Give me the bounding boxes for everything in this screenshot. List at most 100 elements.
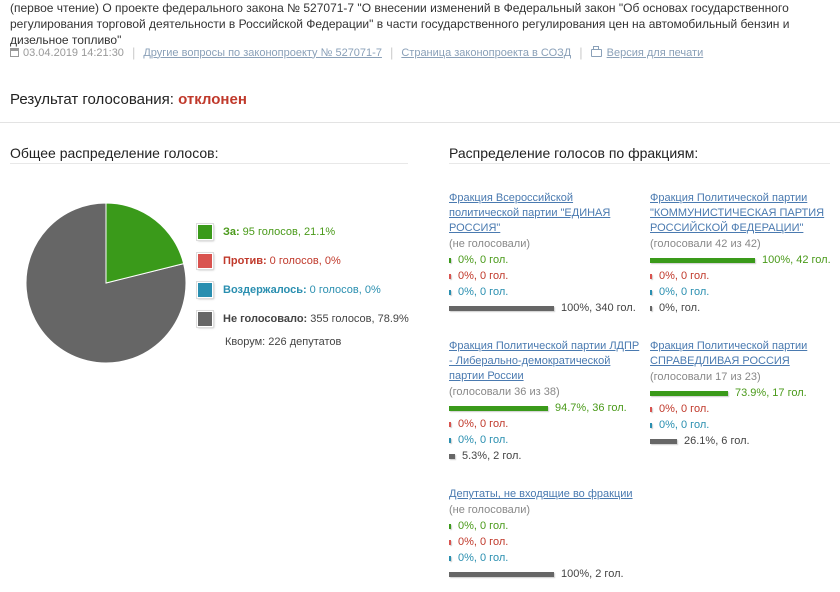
other-questions-link[interactable]: Другие вопросы по законопроекту № 527071… (143, 46, 382, 59)
separator: | (579, 45, 583, 60)
vote-bar (650, 305, 652, 311)
vote-bar (449, 305, 554, 311)
quorum-text: Кворум: 226 депутатов (225, 336, 342, 348)
vote-bar (449, 273, 451, 279)
bill-title: (первое чтение) О проекте федерального з… (10, 1, 790, 47)
vote-bar (449, 257, 451, 263)
faction-vote-status: (голосовали 17 из 23) (650, 371, 761, 383)
overall-legend: За: 95 голосов, 21.1% Против: 0 голосов,… (196, 217, 409, 333)
overall-title: Общее распределение голосов: (10, 145, 219, 161)
printer-icon[interactable] (590, 45, 602, 57)
vote-bar-text: 0%, 0 гол. (659, 419, 710, 431)
legend-text: 0 голосов, 0% (309, 283, 381, 296)
vote-bar-text: 0%, 0 гол. (659, 403, 710, 415)
vote-bar-text: 0%, 0 гол. (659, 270, 710, 282)
legend-text: 0 голосов, 0% (269, 254, 341, 267)
faction-vote-status: (голосовали 36 из 38) (449, 386, 560, 398)
vote-bar (650, 390, 728, 396)
factions-title: Распределение голосов по фракциям: (449, 145, 699, 161)
faction-name-link[interactable]: Депутаты, не входящие во фракции (449, 488, 633, 500)
faction-block: Фракция Политической партии СПРАВЕДЛИВАЯ… (650, 339, 840, 449)
legend-text: 95 голосов, 21.1% (242, 225, 336, 238)
legend-swatch (196, 251, 214, 270)
vote-bar (449, 523, 451, 529)
faction-vote-row-gray: 100%, 2 гол. (449, 566, 644, 582)
faction-vote-row-green: 0%, 0 гол. (449, 252, 644, 268)
faction-name-link[interactable]: Фракция Всероссийской политической парти… (449, 192, 611, 234)
calendar-icon (10, 48, 19, 57)
faction-vote-row-green: 73.9%, 17 гол. (650, 385, 840, 401)
sozd-page-link[interactable]: Страница законопроекта в СОЗД (401, 46, 572, 59)
vote-bar (449, 453, 455, 459)
separator: | (131, 45, 136, 60)
vote-bar (650, 438, 677, 444)
faction-vote-row-red: 0%, 0 гол. (650, 268, 840, 284)
divider (10, 163, 408, 164)
faction-name-link[interactable]: Фракция Политической партии СПРАВЕДЛИВАЯ… (650, 340, 808, 367)
vote-bar (650, 289, 652, 295)
vote-bar (449, 289, 451, 295)
legend-swatch (196, 309, 214, 328)
legend-item-for: За: 95 голосов, 21.1% (196, 217, 409, 246)
vote-bar (449, 539, 451, 545)
legend-item-absent: Не голосовало: 355 голосов, 78.9% (196, 304, 409, 333)
vote-bar-text: 0%, 0 гол. (458, 434, 509, 446)
vote-bar (449, 571, 554, 577)
vote-bar-text: 73.9%, 17 гол. (735, 387, 807, 399)
vote-bar-text: 0%, 0 гол. (458, 520, 509, 532)
faction-vote-row-blue: 0%, 0 гол. (650, 284, 840, 300)
faction-vote-row-blue: 0%, 0 гол. (449, 550, 644, 566)
faction-name-link[interactable]: Фракция Политической партии ЛДПР - Либер… (449, 340, 640, 382)
faction-vote-row-blue: 0%, 0 гол. (449, 284, 644, 300)
vote-bar-text: 0%, 0 гол. (458, 536, 509, 548)
vote-bar (449, 421, 451, 427)
faction-vote-row-red: 0%, 0 гол. (449, 416, 644, 432)
vote-result-label: Результат голосования: (10, 91, 174, 108)
faction-vote-row-gray: 0%, гол. (650, 300, 840, 316)
faction-name-link[interactable]: Фракция Политической партии "КОММУНИСТИЧ… (650, 192, 825, 234)
faction-vote-row-gray: 5.3%, 2 гол. (449, 448, 644, 464)
vote-bar-text: 0%, 0 гол. (458, 270, 509, 282)
faction-vote-status: (голосовали 42 из 42) (650, 238, 761, 250)
legend-label: Воздержалось: (223, 283, 307, 296)
faction-vote-row-blue: 0%, 0 гол. (449, 432, 644, 448)
faction-block: Депутаты, не входящие во фракции (не голо… (449, 487, 644, 582)
legend-item-abstain: Воздержалось: 0 голосов, 0% (196, 275, 409, 304)
vote-bar-text: 26.1%, 6 гол. (684, 435, 750, 447)
vote-bar (650, 406, 652, 412)
vote-bar-text: 0%, 0 гол. (659, 286, 710, 298)
vote-bar-text: 100%, 42 гол. (762, 254, 831, 266)
faction-vote-row-red: 0%, 0 гол. (650, 401, 840, 417)
legend-swatch (196, 280, 214, 299)
faction-vote-row-green: 94.7%, 36 гол. (449, 400, 644, 416)
vote-bar-text: 0%, 0 гол. (458, 418, 509, 430)
legend-item-against: Против: 0 голосов, 0% (196, 246, 409, 275)
overall-pie-chart (25, 202, 187, 364)
vote-result-value: отклонен (178, 91, 247, 108)
vote-bar-text: 0%, гол. (659, 302, 701, 314)
divider (0, 122, 840, 123)
faction-vote-status: (не голосовали) (449, 504, 531, 516)
divider (449, 163, 830, 164)
legend-swatch (196, 222, 214, 241)
faction-vote-row-green: 0%, 0 гол. (449, 518, 644, 534)
print-version-link[interactable]: Версия для печати (606, 46, 704, 59)
faction-vote-status: (не голосовали) (449, 238, 531, 250)
vote-bar-text: 94.7%, 36 гол. (555, 402, 627, 414)
vote-bar (650, 273, 652, 279)
separator: | (389, 45, 394, 60)
meta-row: 03.04.2019 14:21:30 | Другие вопросы по … (10, 45, 703, 60)
vote-bar-text: 0%, 0 гол. (458, 286, 509, 298)
vote-bar (449, 555, 451, 561)
vote-bar (650, 422, 652, 428)
legend-text: 355 голосов, 78.9% (310, 312, 409, 325)
faction-block: Фракция Политической партии ЛДПР - Либер… (449, 339, 644, 464)
vote-bar-text: 100%, 340 гол. (561, 302, 636, 314)
legend-label: За: (223, 225, 240, 238)
faction-vote-row-green: 100%, 42 гол. (650, 252, 840, 268)
legend-label: Против: (223, 254, 267, 267)
vote-bar (449, 405, 548, 411)
faction-vote-row-gray: 26.1%, 6 гол. (650, 433, 840, 449)
faction-vote-row-red: 0%, 0 гол. (449, 534, 644, 550)
vote-result: Результат голосования: отклонен (10, 91, 247, 108)
